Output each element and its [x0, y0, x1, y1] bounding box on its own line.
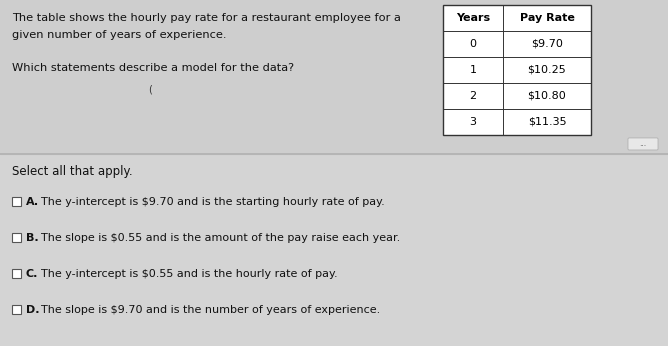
Text: $10.25: $10.25: [528, 65, 566, 75]
Text: The y-intercept is $9.70 and is the starting hourly rate of pay.: The y-intercept is $9.70 and is the star…: [41, 197, 385, 207]
Text: ...: ...: [639, 139, 647, 148]
Text: Select all that apply.: Select all that apply.: [12, 165, 133, 179]
Bar: [12, 306, 21, 315]
Text: given number of years of experience.: given number of years of experience.: [12, 30, 226, 40]
Text: 1: 1: [470, 65, 476, 75]
Bar: [0, 0, 668, 154]
Text: The y-intercept is $0.55 and is the hourly rate of pay.: The y-intercept is $0.55 and is the hour…: [41, 269, 337, 279]
Text: 2: 2: [470, 91, 476, 101]
Text: Pay Rate: Pay Rate: [520, 13, 574, 23]
Text: C.: C.: [26, 269, 38, 279]
Bar: [12, 234, 21, 243]
Bar: [443, 5, 591, 135]
Text: B.: B.: [26, 233, 39, 243]
Text: The table shows the hourly pay rate for a restaurant employee for a: The table shows the hourly pay rate for …: [12, 13, 401, 23]
Bar: [12, 198, 21, 207]
Text: $11.35: $11.35: [528, 117, 566, 127]
FancyBboxPatch shape: [628, 138, 658, 150]
Text: $9.70: $9.70: [531, 39, 563, 49]
Text: Years: Years: [456, 13, 490, 23]
Text: 3: 3: [470, 117, 476, 127]
Text: 0: 0: [470, 39, 476, 49]
Text: $10.80: $10.80: [528, 91, 566, 101]
Bar: [12, 270, 21, 279]
Text: Which statements describe a model for the data?: Which statements describe a model for th…: [12, 63, 294, 73]
Text: (: (: [148, 84, 152, 94]
Text: The slope is $0.55 and is the amount of the pay raise each year.: The slope is $0.55 and is the amount of …: [41, 233, 400, 243]
Text: The slope is $9.70 and is the number of years of experience.: The slope is $9.70 and is the number of …: [41, 305, 380, 315]
Text: D.: D.: [26, 305, 39, 315]
Text: A.: A.: [26, 197, 39, 207]
Bar: [0, 154, 668, 346]
